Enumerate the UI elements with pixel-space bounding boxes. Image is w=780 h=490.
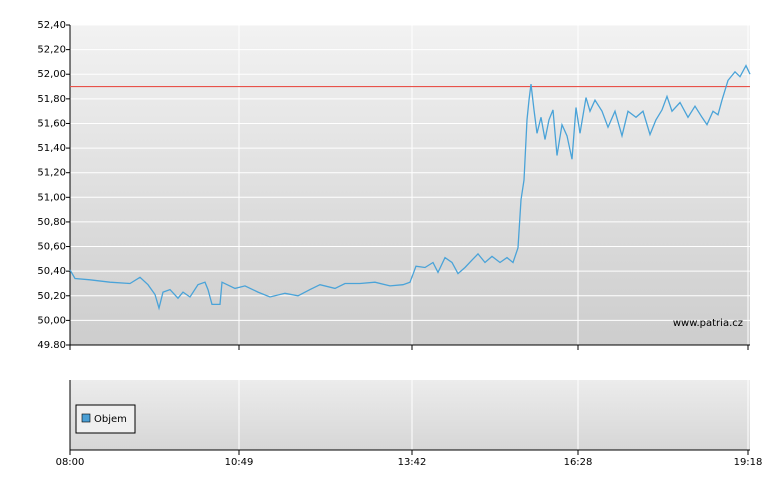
y-tick-label: 51,40 xyxy=(37,143,66,154)
y-tick-label: 50,80 xyxy=(37,217,66,228)
y-tick-label: 49.80 xyxy=(37,340,66,351)
y-tick-label: 50,60 xyxy=(37,242,66,253)
y-tick-label: 51,80 xyxy=(37,94,66,105)
x-tick-label: 19:18 xyxy=(734,457,763,468)
y-tick-label: 52,00 xyxy=(37,69,66,80)
x-tick-label: 16:28 xyxy=(564,457,593,468)
y-tick-label: 52,40 xyxy=(37,20,66,31)
y-tick-label: 50,20 xyxy=(37,291,66,302)
legend-swatch xyxy=(81,413,91,423)
volume-plot-area xyxy=(70,380,750,450)
x-tick-label: 08:00 xyxy=(56,457,85,468)
x-tick-label: 13:42 xyxy=(398,457,427,468)
y-tick-label: 51,20 xyxy=(37,168,66,179)
price-line xyxy=(69,64,751,311)
legend-label: Objem xyxy=(94,414,127,425)
annotation: www.patria.cz xyxy=(673,318,743,329)
y-tick-label: 51,60 xyxy=(37,118,66,129)
y-tick-label: 51,00 xyxy=(37,192,66,203)
plot-area xyxy=(70,25,750,345)
y-tick-label: 50,40 xyxy=(37,266,66,277)
y-tick-label: 52,20 xyxy=(37,45,66,56)
x-tick-label: 10:49 xyxy=(225,457,254,468)
y-tick-label: 50,00 xyxy=(37,315,66,326)
